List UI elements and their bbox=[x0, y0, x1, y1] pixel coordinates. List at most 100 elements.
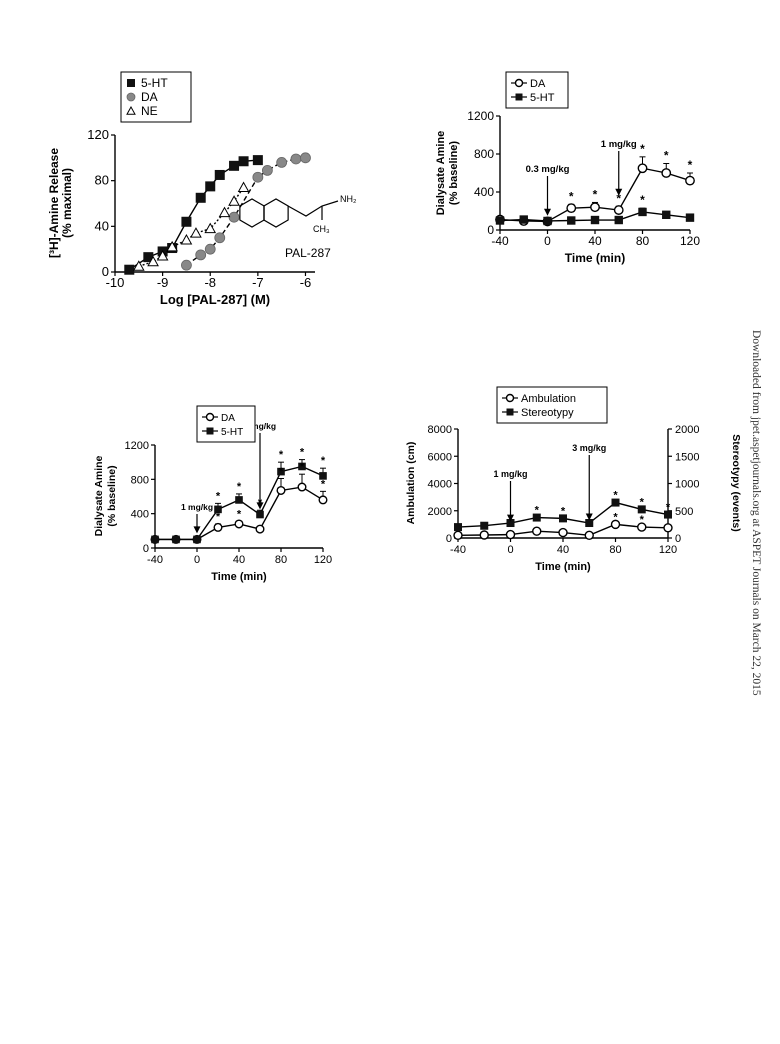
dose-arrow-head bbox=[507, 514, 514, 522]
dose-annotation: 3 mg/kg bbox=[244, 421, 276, 431]
data-point-NE bbox=[237, 181, 250, 193]
y-axis-label: Dialysate Amine bbox=[93, 455, 105, 536]
x-tick-label: 40 bbox=[588, 234, 602, 248]
y-tick-label: 8000 bbox=[428, 424, 452, 436]
data-point-5-HT bbox=[277, 467, 285, 476]
naphthalene-ring-right bbox=[263, 198, 289, 228]
data-point-5-HT bbox=[256, 510, 264, 519]
data-point-5-HT bbox=[252, 155, 263, 166]
y-axis-label-left: Ambulation (cm) bbox=[405, 442, 417, 525]
x-tick-label: -7 bbox=[252, 275, 264, 290]
data-point-DA bbox=[661, 168, 672, 178]
data-point-NE bbox=[180, 234, 193, 245]
data-point-Ambulation bbox=[532, 526, 542, 536]
data-point-5-HT bbox=[319, 472, 327, 480]
y-tick-label: 120 bbox=[87, 127, 109, 142]
right-tick-label: 0 bbox=[675, 533, 681, 545]
data-point-DA bbox=[300, 152, 311, 164]
data-point-DA bbox=[637, 163, 648, 174]
data-point-Ambulation bbox=[637, 522, 647, 532]
data-point-5-HT bbox=[543, 216, 552, 226]
data-point-5-HT bbox=[214, 169, 225, 180]
legend-marker bbox=[206, 427, 214, 435]
dose-arrow-head bbox=[585, 513, 593, 521]
x-tick-label: 80 bbox=[636, 234, 650, 248]
significance-star: * bbox=[216, 490, 221, 502]
data-point-DA bbox=[214, 232, 226, 244]
legend-label: 5-HT bbox=[141, 76, 168, 90]
data-point-DA bbox=[234, 519, 244, 529]
significance-star: * bbox=[613, 490, 618, 502]
legend-label: DA bbox=[530, 78, 546, 90]
data-point-DA bbox=[276, 157, 288, 168]
significance-star: * bbox=[321, 455, 326, 467]
legend-marker bbox=[514, 78, 524, 88]
data-point-NE bbox=[218, 206, 231, 218]
data-point-5-HT bbox=[495, 216, 505, 225]
data-point-Ambulation bbox=[558, 527, 568, 538]
dose-arrow-head bbox=[193, 526, 201, 534]
legend-label: 5-HT bbox=[530, 92, 555, 104]
x-tick-label: 0 bbox=[544, 234, 551, 248]
legend-label: NE bbox=[141, 104, 158, 118]
significance-star: * bbox=[616, 191, 621, 205]
y-tick-label: 0 bbox=[487, 223, 494, 237]
y-axis-label-units: (% baseline) bbox=[106, 465, 118, 526]
data-point-NE bbox=[228, 195, 240, 206]
x-tick-label: 0 bbox=[507, 544, 513, 556]
data-point-Stereotypy bbox=[585, 519, 594, 528]
legend-box bbox=[496, 386, 608, 424]
legend-box bbox=[196, 405, 256, 443]
data-point-DA bbox=[255, 524, 265, 534]
dose-arrow-head bbox=[256, 502, 264, 510]
data-point-Stereotypy bbox=[637, 505, 646, 514]
data-point-Ambulation bbox=[584, 530, 594, 540]
methyl-label: CH₃ bbox=[313, 224, 330, 234]
y-tick-label: 400 bbox=[131, 509, 149, 521]
x-tick-label: -40 bbox=[491, 234, 509, 248]
significance-star: * bbox=[666, 502, 671, 514]
data-point-Stereotypy bbox=[611, 498, 620, 507]
x-tick-label: 0 bbox=[194, 554, 200, 566]
dose-arrow-head bbox=[544, 208, 551, 216]
legend-marker bbox=[205, 412, 215, 422]
data-point-Stereotypy bbox=[532, 513, 541, 522]
data-point-Ambulation bbox=[479, 530, 489, 540]
data-point-DA bbox=[297, 482, 307, 492]
data-point-5-HT bbox=[124, 264, 135, 275]
y-tick-label: 6000 bbox=[428, 451, 452, 463]
data-point-DA bbox=[228, 211, 240, 223]
legend-marker bbox=[515, 93, 523, 101]
significance-star: * bbox=[569, 189, 574, 203]
x-tick-label: -40 bbox=[450, 544, 466, 556]
data-point-NE bbox=[132, 260, 145, 271]
x-tick-label: -40 bbox=[147, 554, 163, 566]
x-tick-label: 120 bbox=[680, 234, 700, 248]
significance-star: * bbox=[640, 193, 645, 207]
significance-star: * bbox=[640, 142, 645, 156]
dose-arrow-head bbox=[615, 188, 623, 196]
dose-annotation: 1 mg/kg bbox=[601, 139, 637, 150]
data-point-5-HT bbox=[151, 535, 159, 544]
y-tick-label: 800 bbox=[131, 474, 149, 486]
x-tick-label: -10 bbox=[106, 275, 125, 290]
x-tick-label: -6 bbox=[300, 275, 312, 290]
y-tick-label: 0 bbox=[102, 264, 109, 279]
data-point-DA bbox=[613, 205, 624, 215]
x-tick-label: 120 bbox=[659, 544, 677, 556]
y-tick-label: 1200 bbox=[467, 109, 494, 123]
data-point-Stereotypy bbox=[506, 519, 515, 528]
significance-star: * bbox=[640, 514, 645, 526]
dose-annotation: 0.3 mg/kg bbox=[526, 164, 570, 175]
data-point-Ambulation bbox=[505, 529, 516, 540]
significance-star: * bbox=[593, 187, 598, 201]
data-point-5-HT bbox=[685, 213, 695, 222]
data-point-5-HT bbox=[519, 215, 528, 224]
chart-release-curves: -10 -9 -8 -7 -6 0 40 80 120 Log [PAL-287] (M) [³H]… bbox=[47, 71, 357, 307]
data-point-5-HT bbox=[567, 216, 576, 225]
data-point-DA bbox=[276, 485, 286, 495]
x-tick-label: 40 bbox=[557, 544, 569, 556]
y-axis-label: [³H]-Amine Release bbox=[47, 148, 61, 258]
